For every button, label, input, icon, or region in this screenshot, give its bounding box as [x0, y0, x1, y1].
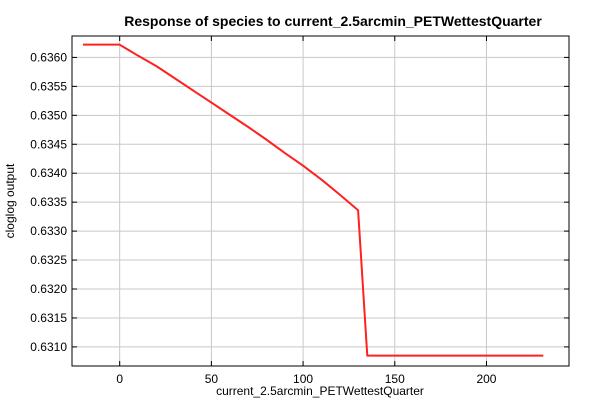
x-tick-labels: 0 50 100 150 200 — [116, 372, 496, 386]
chart-title: Response of species to current_2.5arcmin… — [124, 13, 542, 29]
tick-marks — [72, 36, 569, 366]
y-axis-label: cloglog output — [3, 163, 17, 238]
x-tick-label: 150 — [385, 372, 405, 386]
y-tick-label: 0.6350 — [30, 108, 67, 122]
response-curve-line — [83, 43, 544, 357]
x-axis-label: current_2.5arcmin_PETWettestQuarter — [216, 384, 424, 398]
y-tick-label: 0.6335 — [30, 195, 67, 209]
y-tick-label: 0.6320 — [30, 282, 67, 296]
x-tick-label: 0 — [116, 372, 123, 386]
grid-lines — [72, 36, 569, 366]
plot-frame — [71, 35, 570, 367]
y-tick-label: 0.6355 — [30, 79, 67, 93]
y-tick-label: 0.6330 — [30, 224, 67, 238]
series-lines — [83, 43, 544, 357]
y-tick-label: 0.6315 — [30, 311, 67, 325]
y-tick-label: 0.6360 — [30, 50, 67, 64]
x-tick-label: 50 — [205, 372, 219, 386]
y-tick-label: 0.6325 — [30, 253, 67, 267]
y-tick-label: 0.6310 — [30, 340, 67, 354]
y-tick-labels: 0.6310 0.6315 0.6320 0.6325 0.6330 0.6335 0.63… — [30, 50, 67, 353]
y-tick-label: 0.6340 — [30, 166, 67, 180]
y-tick-label: 0.6345 — [30, 137, 67, 151]
x-tick-label: 200 — [476, 372, 496, 386]
x-tick-label: 100 — [293, 372, 313, 386]
